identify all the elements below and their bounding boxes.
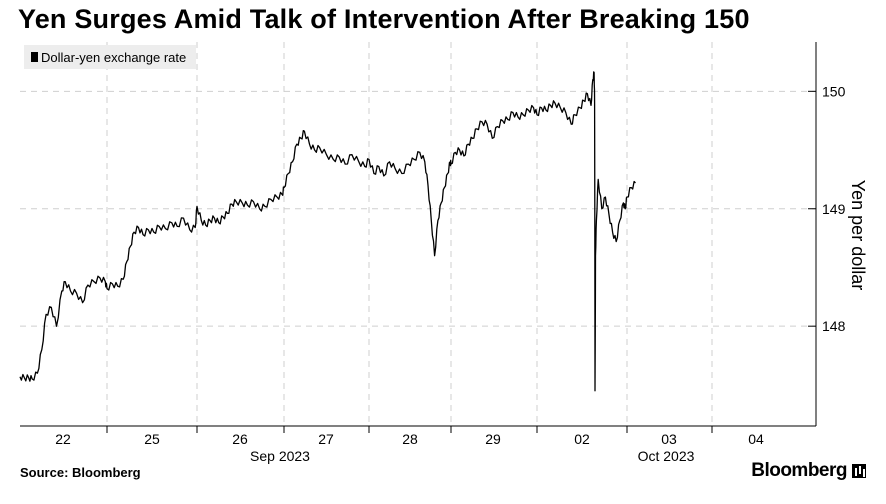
legend-swatch bbox=[31, 52, 38, 62]
x-axis-ticks bbox=[106, 426, 713, 433]
legend: Dollar-yen exchange rate bbox=[24, 45, 196, 69]
brand-name: Bloomberg bbox=[751, 460, 847, 481]
x-tick-label: 22 bbox=[55, 431, 71, 447]
series-layer bbox=[19, 71, 636, 392]
y-tick-label: 150 bbox=[822, 83, 846, 99]
plot-area: 148 149 150 bbox=[19, 42, 846, 433]
legend-box bbox=[24, 45, 196, 69]
x-tick-label: 02 bbox=[574, 431, 590, 447]
y-axis-ticks: 148 149 150 bbox=[808, 83, 846, 334]
y-tick-label: 148 bbox=[822, 318, 846, 334]
x-tick-label: 26 bbox=[232, 431, 248, 447]
y-axis-title: Yen per dollar bbox=[848, 180, 868, 290]
chart-title: Yen Surges Amid Talk of Intervention Aft… bbox=[18, 4, 750, 34]
x-tick-label: 03 bbox=[661, 431, 677, 447]
y-tick-label: 149 bbox=[822, 201, 846, 217]
x-tick-label: 29 bbox=[485, 431, 501, 447]
x-axis-labels: 22 25 26 27 28 29 02 03 04 Sep 2023 Oct 2023 bbox=[55, 431, 764, 464]
x-month-label: Sep 2023 bbox=[250, 448, 310, 464]
x-month-label: Oct 2023 bbox=[638, 448, 695, 464]
horizontal-gridlines bbox=[20, 90, 816, 327]
bloomberg-logo: Bloomberg bbox=[751, 460, 866, 482]
source-note: Source: Bloomberg bbox=[20, 465, 141, 480]
x-tick-label: 28 bbox=[402, 431, 418, 447]
x-tick-label: 27 bbox=[318, 431, 334, 447]
x-tick-label: 25 bbox=[144, 431, 160, 447]
plot-background bbox=[20, 42, 816, 426]
legend-label: Dollar-yen exchange rate bbox=[41, 50, 186, 65]
bloomberg-terminal-icon bbox=[852, 464, 866, 478]
vertical-gridlines bbox=[106, 42, 713, 426]
series-line bbox=[19, 71, 636, 392]
x-tick-label: 04 bbox=[748, 431, 764, 447]
